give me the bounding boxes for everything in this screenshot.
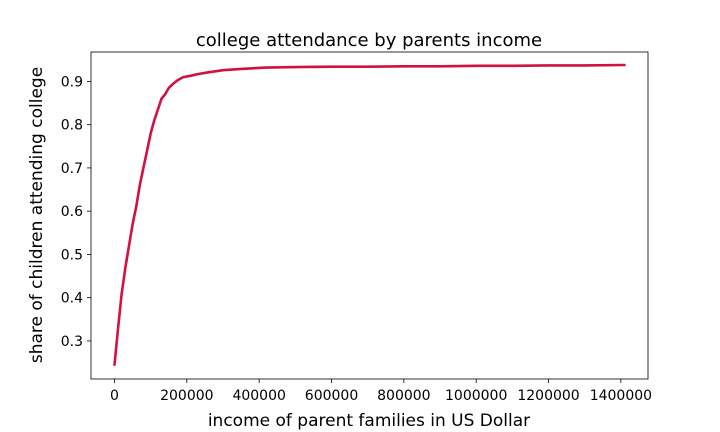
y-tick-label: 0.6	[61, 204, 83, 220]
y-axis-ticks: 0.3 0.4 0.5 0.6 0.7 0.8 0.9	[61, 74, 91, 350]
x-tick-label: 0	[110, 388, 119, 404]
series-layer	[113, 63, 626, 367]
x-tick-label: 800000	[377, 388, 430, 404]
chart-title: college attendance by parents income	[196, 30, 542, 51]
x-tick-label: 1400000	[590, 388, 652, 404]
y-axis-label: share of children attending college	[27, 67, 47, 363]
y-tick-label: 0.5	[61, 247, 83, 263]
x-tick-label: 600000	[305, 388, 358, 404]
y-tick-label: 0.8	[61, 118, 83, 134]
x-axis-ticks: 0 200000 400000 600000 800000 1000000 1200000 1…	[110, 379, 652, 404]
y-tick-label: 0.3	[61, 334, 83, 350]
x-tick-label: 1200000	[517, 388, 579, 404]
x-axis-label: income of parent families in US Dollar	[208, 411, 530, 431]
plot-area	[90, 51, 649, 380]
x-tick-label: 200000	[160, 388, 213, 404]
x-tick-label: 1000000	[445, 388, 507, 404]
y-tick-label: 0.9	[61, 74, 83, 90]
series-line	[113, 63, 626, 367]
y-tick-label: 0.4	[61, 291, 83, 307]
x-tick-label: 400000	[232, 388, 285, 404]
y-tick-label: 0.7	[61, 161, 83, 177]
